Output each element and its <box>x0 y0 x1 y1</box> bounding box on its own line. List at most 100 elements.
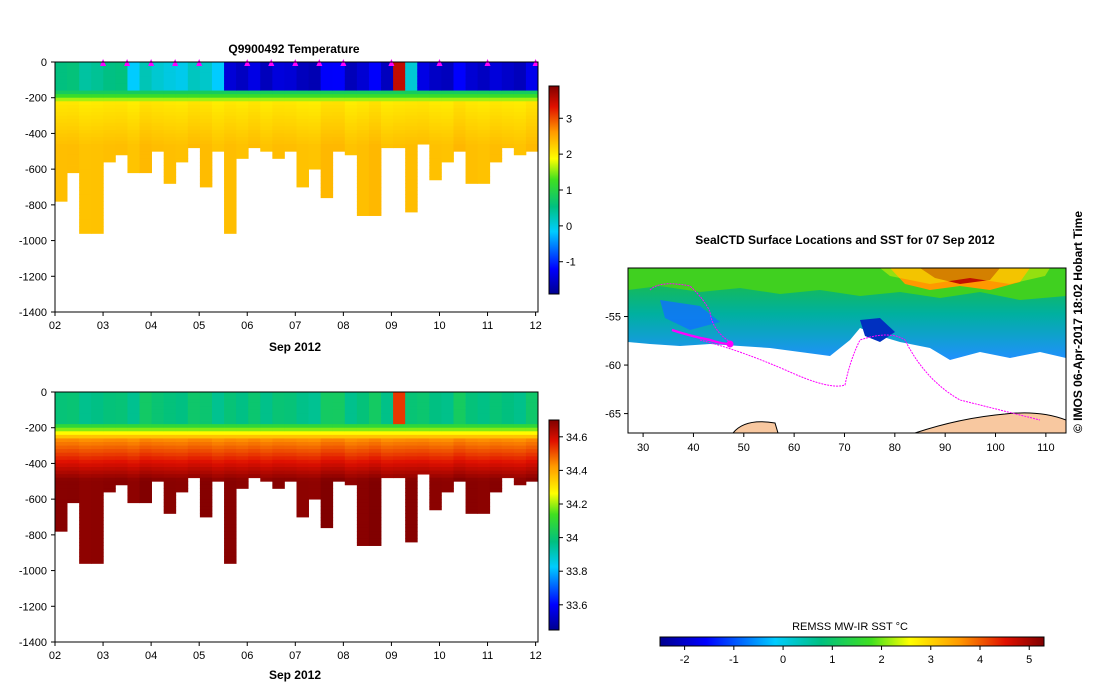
section-cell <box>405 187 418 191</box>
section-cell <box>224 527 237 532</box>
section-cell <box>489 474 503 479</box>
section-cell <box>79 108 92 113</box>
section-cell <box>175 481 189 486</box>
section-cell <box>175 158 189 163</box>
section-cell <box>320 65 334 70</box>
section-cell <box>79 399 92 404</box>
section-cell <box>368 62 382 66</box>
section-cell <box>79 158 92 163</box>
section-cell <box>429 434 442 439</box>
section-cell <box>513 431 527 436</box>
section-cell <box>308 126 322 131</box>
section-cell <box>368 495 382 500</box>
section-cell <box>368 542 382 546</box>
section-cell <box>91 90 104 95</box>
section-cell <box>513 94 527 99</box>
section-cell <box>248 144 261 149</box>
section-cell <box>91 197 104 202</box>
section-cell <box>55 90 68 95</box>
section-cell <box>489 452 503 457</box>
section-cell <box>405 534 418 539</box>
section-cell <box>308 90 322 95</box>
section-cell <box>308 449 322 454</box>
section-cell <box>441 140 454 145</box>
section-cell <box>236 484 249 489</box>
section-cell <box>139 456 152 461</box>
section-cell <box>405 502 418 507</box>
section-cell <box>344 481 358 486</box>
section-cell <box>187 76 201 81</box>
sst-cold-patch-west <box>660 300 720 330</box>
section-cell <box>199 147 213 152</box>
section-cell <box>368 129 382 134</box>
section-cell <box>175 420 189 425</box>
section-cell <box>405 427 418 432</box>
section-cell <box>211 474 225 479</box>
section-cell <box>320 97 334 102</box>
section-cell <box>163 484 177 489</box>
section-cell <box>465 409 479 414</box>
section-cell <box>405 506 418 511</box>
section-cell <box>211 417 225 421</box>
section-cell <box>296 413 309 418</box>
section-cell <box>224 83 237 88</box>
section-cell <box>489 94 503 99</box>
section-cell <box>429 452 442 457</box>
section-cell <box>296 445 309 450</box>
section-cell <box>163 452 177 457</box>
section-cell <box>55 513 68 518</box>
section-cell <box>344 395 358 400</box>
section-cell <box>417 442 430 446</box>
section-cell <box>296 115 309 120</box>
section-cell <box>139 449 152 454</box>
section-cell <box>465 83 479 88</box>
section-cell <box>55 492 68 496</box>
section-cell <box>356 438 370 443</box>
section-cell <box>453 399 466 404</box>
section-cell <box>368 509 382 514</box>
section-cell <box>477 115 491 120</box>
section-cell <box>67 445 80 450</box>
section-cell <box>489 417 503 421</box>
section-cell <box>525 392 538 396</box>
section-cell <box>211 424 225 429</box>
section-cell <box>187 94 201 99</box>
section-cell <box>381 90 394 95</box>
section-cell <box>91 527 104 532</box>
section-cell <box>453 452 466 457</box>
section-cell <box>79 226 92 231</box>
section-cell <box>211 459 225 464</box>
section-cell <box>115 395 128 400</box>
section-cell <box>91 488 104 493</box>
section-cell <box>151 147 165 152</box>
section-cell <box>67 474 80 479</box>
section-cell <box>224 151 237 156</box>
section-cell <box>356 122 370 127</box>
section-cell <box>320 176 334 181</box>
section-cell <box>248 399 261 404</box>
section-cell <box>477 406 491 411</box>
section-cell <box>284 133 297 138</box>
section-cell <box>344 126 358 131</box>
section-cell <box>236 72 249 77</box>
section-cell <box>236 452 249 457</box>
section-cell <box>320 183 334 188</box>
section-cell <box>477 481 491 486</box>
section-cell <box>55 119 68 124</box>
section-cell <box>175 76 189 81</box>
section-cell <box>115 434 128 439</box>
section-cell <box>187 87 201 91</box>
section-cell <box>465 94 479 99</box>
section-cell <box>151 467 165 471</box>
section-cell <box>224 531 237 536</box>
section-cell <box>163 392 177 396</box>
section-cell <box>332 424 346 429</box>
section-cell <box>55 197 68 202</box>
section-cell <box>393 392 406 396</box>
section-cell <box>260 62 273 66</box>
section-cell <box>441 69 454 74</box>
section-cell <box>151 87 165 91</box>
section-cell <box>236 119 249 124</box>
section-cell <box>320 406 334 411</box>
section-cell <box>489 427 503 432</box>
